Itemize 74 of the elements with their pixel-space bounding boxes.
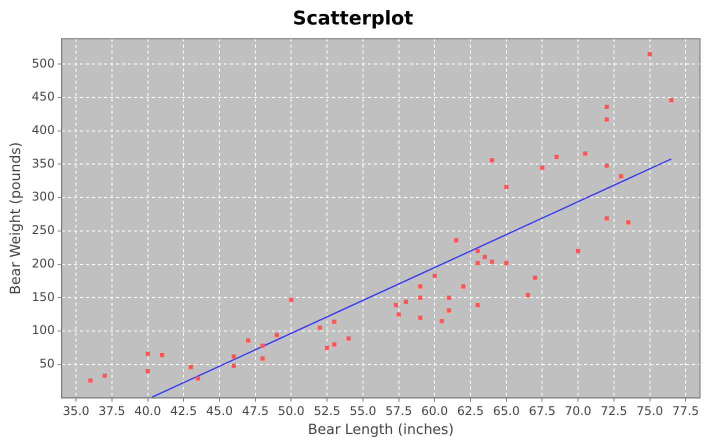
x-tick-label: 47.5 (242, 404, 269, 418)
x-tick-label: 35.0 (62, 404, 90, 418)
point (232, 354, 236, 359)
point (540, 165, 544, 170)
point (504, 260, 508, 266)
x-tick-label: 40.0 (134, 404, 162, 418)
point (246, 338, 250, 343)
y-tick-label: 200 (32, 256, 55, 270)
point (260, 344, 265, 348)
x-tick-label: 37.5 (98, 404, 126, 418)
point (618, 174, 624, 178)
x-tick-label: 60.0 (421, 404, 448, 418)
x-tick-label: 65.0 (493, 404, 520, 418)
point (604, 163, 609, 168)
point (418, 316, 422, 320)
point (583, 151, 588, 156)
point (476, 248, 480, 254)
chart-title: Scatterplot (292, 7, 414, 30)
x-tick-label: 72.5 (600, 404, 628, 418)
point (504, 184, 508, 190)
point (482, 254, 487, 260)
x-tick-label: 62.5 (457, 404, 484, 418)
x-tick-label: 70.0 (564, 404, 592, 418)
y-tick-label: 150 (32, 290, 55, 304)
point (626, 220, 630, 224)
point (669, 98, 674, 102)
x-tick-label: 67.5 (528, 404, 556, 418)
point (188, 364, 193, 370)
x-tick-label: 45.0 (206, 404, 233, 418)
point (332, 320, 336, 324)
point (440, 318, 444, 324)
point (102, 374, 107, 378)
point (418, 296, 422, 300)
point (274, 332, 279, 338)
point (490, 158, 494, 162)
x-tick-label: 75.0 (636, 404, 664, 418)
point (648, 52, 652, 56)
point (432, 274, 437, 278)
y-tick-label: 350 (32, 156, 55, 170)
x-tick-label: 77.5 (672, 404, 700, 418)
point (146, 368, 150, 374)
x-tick-label: 57.5 (385, 404, 412, 418)
y-tick-label: 50 (39, 356, 55, 371)
point (476, 302, 480, 308)
point (146, 352, 150, 356)
point (332, 342, 336, 347)
x-tick-label: 55.0 (350, 404, 376, 418)
point (532, 276, 538, 280)
point (232, 364, 236, 368)
y-axis-title: Bear Weight (pounds) (8, 142, 24, 295)
x-tick-label: 42.5 (170, 404, 197, 418)
point (604, 117, 609, 122)
point (476, 260, 480, 266)
y-tick-label: 300 (32, 190, 55, 204)
point (418, 284, 422, 288)
y-tick-label: 250 (32, 223, 55, 238)
y-tick-label: 400 (32, 123, 55, 138)
point (289, 298, 294, 302)
point (461, 284, 466, 288)
x-tick-label: 50.0 (278, 404, 305, 418)
y-tick-label: 500 (32, 56, 55, 70)
x-tick-label: 52.5 (314, 404, 340, 418)
point (604, 104, 609, 109)
point (604, 216, 609, 220)
y-tick-label: 450 (32, 90, 55, 104)
point (446, 296, 452, 300)
y-tick-label: 100 (32, 323, 55, 338)
point (324, 346, 330, 350)
point (318, 326, 322, 330)
point (396, 312, 401, 317)
point (454, 238, 458, 242)
x-axis-title: Bear Length (inches) (308, 422, 454, 438)
point (404, 300, 408, 304)
point (490, 260, 494, 264)
